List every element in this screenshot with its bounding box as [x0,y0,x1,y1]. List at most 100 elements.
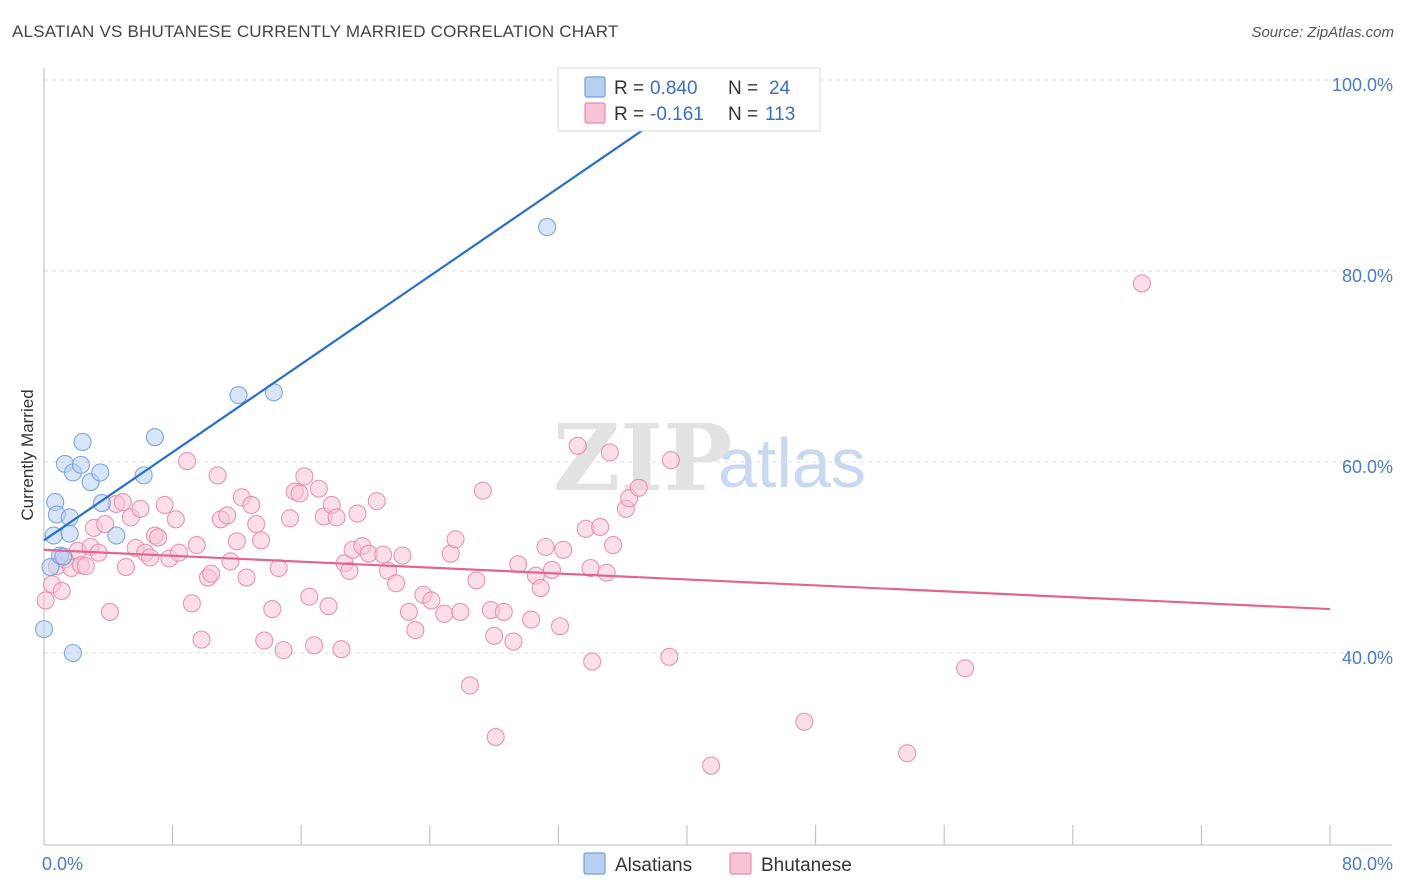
bhutanese-point-34 [208,466,227,485]
chart-source: Source: ZipAtlas.com [1251,24,1394,41]
alsatians-point-11 [63,643,82,663]
legend-swatch-bhutanese [584,102,606,124]
bhutanese-point-28 [178,451,197,471]
bhutanese-point-58 [327,508,346,527]
data-points [34,88,1151,775]
alsatians-point-6 [54,547,73,566]
bhutanese-point-69 [386,574,406,593]
bhutanese-point-33 [202,564,221,583]
bhutanese-point-71 [399,602,418,621]
watermark-atlas: atlas [718,424,866,502]
bhutanese-point-45 [263,600,282,619]
y-tick-label-100: 100.0% [1332,75,1393,95]
bhutanese-point-41 [242,495,261,515]
bhutanese-point-100 [597,563,616,582]
bhutanese-point-67 [374,545,393,564]
bhutanese-point-36 [218,506,237,525]
bhutanese-point-105 [629,478,648,497]
bhutanese-trend-line [43,548,1331,611]
bhutanese-point-87 [509,555,528,574]
legend-r-label-2: R = [614,104,644,125]
bhutanese-point-56 [319,597,338,616]
x-tick-label-min: 0.0% [42,854,83,874]
bhutanese-point-19 [131,499,150,518]
bhutanese-point-26 [166,510,185,529]
legend-swatch-alsatians [584,76,606,98]
bhutanese-point-3 [52,581,71,600]
bhutanese-point-112 [1132,274,1151,293]
gridlines [44,79,1392,654]
bhutanese-point-78 [451,602,470,621]
bhutanese-point-48 [280,509,299,528]
series-legend-bhutanese: Bhutanese [761,855,852,876]
bhutanese-point-30 [187,536,206,555]
legend-r-label-1: R = [614,78,644,99]
alsatians-point-22 [538,218,557,237]
bhutanese-point-80 [467,571,486,590]
bhutanese-point-108 [702,756,721,775]
bhutanese-point-21 [141,548,160,567]
bhutanese-point-31 [192,630,211,649]
bhutanese-point-66 [367,492,386,511]
alsatians-point-0 [34,620,54,639]
bhutanese-point-40 [237,568,256,587]
bhutanese-point-111 [956,659,975,678]
y-tick-label-60: 60.0% [1342,457,1393,477]
legend-r-value-1: 0.840 [650,78,698,99]
bhutanese-point-106 [661,451,680,470]
bhutanese-point-91 [536,537,555,557]
bhutanese-point-109 [795,712,814,731]
x-tick-label-max: 80.0% [1342,854,1393,874]
bhutanese-point-52 [300,587,319,606]
bhutanese-point-81 [473,481,492,500]
bhutanese-point-47 [274,641,293,660]
bhutanese-point-24 [155,495,174,515]
bhutanese-point-93 [550,617,570,636]
legend-n-label-1: N = [728,78,758,99]
bhutanese-point-13 [100,602,119,621]
bhutanese-point-102 [604,536,623,555]
series-legend: Alsatians Bhutanese [583,852,852,876]
bhutanese-point-12 [96,515,115,534]
bhutanese-point-77 [446,530,465,549]
bhutanese-point-27 [169,543,189,562]
bhutanese-point-53 [305,636,324,655]
legend-n-value-1: 24 [769,78,791,99]
bhutanese-point-72 [406,621,425,640]
bhutanese-point-88 [522,610,541,629]
bhutanese-point-29 [182,594,201,613]
watermark: ZIP atlas [553,404,866,512]
bhutanese-point-59 [332,640,351,659]
y-tick-label-40: 40.0% [1342,648,1393,668]
series-legend-swatch-alsatians [583,852,606,875]
bhutanese-point-110 [898,744,917,763]
bhutanese-point-75 [435,604,454,623]
bhutanese-point-98 [583,652,602,671]
bhutanese-point-61 [340,561,359,580]
legend-r-value-2: -0.161 [650,104,704,125]
bhutanese-point-15 [113,493,132,512]
bhutanese-point-70 [393,546,412,565]
y-tick-label-80: 80.0% [1342,266,1393,286]
bhutanese-point-79 [460,676,480,695]
bhutanese-point-43 [251,531,271,550]
legend-n-value-2: 113 [765,104,795,125]
correlation-legend: R = 0.840 N = 24 R = -0.161 N = 113 [557,67,821,132]
trend-lines [43,93,1331,611]
alsatians-point-15 [91,463,110,482]
bhutanese-point-94 [554,540,573,559]
bhutanese-point-50 [290,484,309,503]
series-legend-alsatians: Alsatians [615,855,692,876]
alsatians-point-17 [107,526,126,545]
bhutanese-point-85 [494,602,513,621]
bhutanese-point-101 [600,443,619,462]
axes: 40.0% 60.0% 80.0% 100.0% 0.0% 80.0% [42,68,1393,874]
bhutanese-point-99 [591,517,610,536]
bhutanese-point-86 [504,632,523,651]
alsatians-point-12 [71,455,91,474]
bhutanese-point-42 [247,515,266,534]
alsatians-point-19 [145,428,164,447]
bhutanese-point-83 [485,626,504,645]
bhutanese-point-63 [348,504,367,523]
bhutanese-point-51 [295,467,314,486]
